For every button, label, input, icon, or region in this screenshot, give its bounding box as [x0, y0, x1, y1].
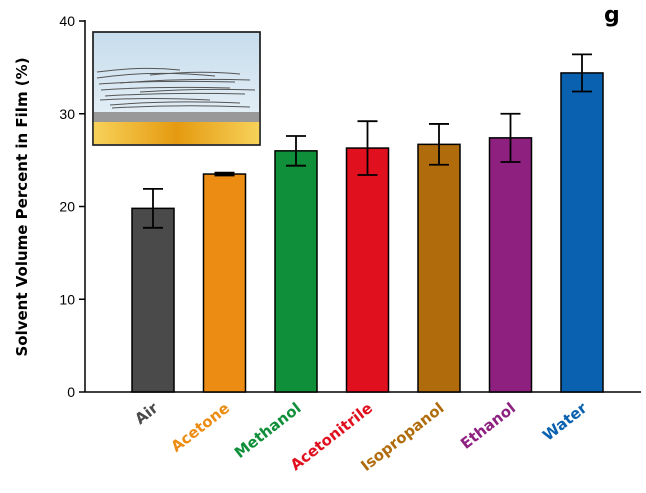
error-bar-acetonitrile: [357, 120, 378, 176]
category-label-ethanol: Ethanol: [457, 399, 519, 453]
category-label-water: Water: [539, 399, 591, 445]
y-tick-label: 20: [59, 199, 75, 215]
category-label-methanol: Methanol: [231, 399, 304, 462]
bar-methanol: [274, 150, 318, 393]
inset-schematic: [92, 31, 261, 146]
category-label-air: Air: [131, 399, 162, 428]
y-tick-label: 10: [59, 291, 75, 307]
error-bar-isopropanol: [429, 123, 449, 166]
bar-water: [560, 72, 604, 393]
error-bar-water: [572, 53, 592, 93]
y-tick-label: 0: [67, 384, 75, 400]
y-tick-label: 40: [59, 13, 75, 29]
bar-ethanol: [488, 137, 533, 393]
error-bar-air: [143, 187, 163, 229]
y-tick-label: 30: [59, 106, 75, 122]
error-bar-methanol: [286, 135, 306, 167]
error-bar-ethanol: [500, 112, 521, 163]
chart-title: g: [604, 3, 620, 28]
bar-air: [131, 207, 175, 393]
bar-acetone: [202, 173, 247, 393]
error-bar-acetone: [214, 171, 235, 177]
bar-acetonitrile: [345, 147, 390, 393]
y-axis-title: Solvent Volume Percent in Film (%): [13, 57, 31, 356]
bar-isopropanol: [417, 143, 461, 393]
category-label-acetone: Acetone: [167, 399, 232, 456]
